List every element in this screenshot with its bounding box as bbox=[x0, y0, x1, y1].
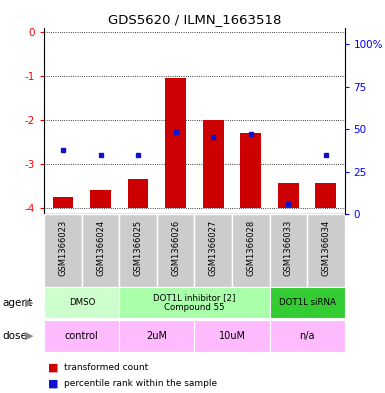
Bar bbox=[82, 214, 119, 287]
Bar bbox=[157, 214, 194, 287]
Text: DMSO: DMSO bbox=[69, 298, 95, 307]
Text: ▶: ▶ bbox=[25, 331, 34, 341]
Bar bbox=[194, 214, 232, 287]
Text: dose: dose bbox=[2, 331, 27, 341]
Text: 2uM: 2uM bbox=[146, 331, 167, 341]
Bar bbox=[232, 214, 270, 287]
Text: GSM1366026: GSM1366026 bbox=[171, 220, 180, 276]
Text: agent: agent bbox=[2, 298, 32, 308]
Text: 10uM: 10uM bbox=[218, 331, 246, 341]
Bar bbox=[270, 320, 345, 352]
Bar bbox=[128, 179, 149, 208]
Text: control: control bbox=[65, 331, 99, 341]
Bar bbox=[240, 133, 261, 208]
Title: GDS5620 / ILMN_1663518: GDS5620 / ILMN_1663518 bbox=[108, 13, 281, 26]
Bar bbox=[119, 287, 270, 318]
Text: GSM1366028: GSM1366028 bbox=[246, 220, 255, 276]
Bar bbox=[119, 320, 194, 352]
Bar bbox=[270, 287, 345, 318]
Text: DOT1L siRNA: DOT1L siRNA bbox=[279, 298, 335, 307]
Text: GSM1366024: GSM1366024 bbox=[96, 220, 105, 276]
Bar bbox=[53, 196, 74, 208]
Text: GSM1366027: GSM1366027 bbox=[209, 220, 218, 276]
Text: ■: ■ bbox=[48, 362, 59, 373]
Text: GSM1366023: GSM1366023 bbox=[59, 220, 67, 276]
Text: GSM1366034: GSM1366034 bbox=[321, 220, 330, 276]
Text: percentile rank within the sample: percentile rank within the sample bbox=[64, 379, 217, 387]
Bar bbox=[44, 214, 82, 287]
Bar bbox=[194, 320, 270, 352]
Text: GSM1366025: GSM1366025 bbox=[134, 220, 142, 276]
Bar bbox=[203, 120, 224, 208]
Text: ■: ■ bbox=[48, 378, 59, 388]
Text: GSM1366033: GSM1366033 bbox=[284, 220, 293, 276]
Bar bbox=[90, 190, 111, 208]
Bar bbox=[270, 214, 307, 287]
Bar bbox=[119, 214, 157, 287]
Text: ▶: ▶ bbox=[25, 298, 34, 308]
Bar bbox=[44, 287, 119, 318]
Text: transformed count: transformed count bbox=[64, 363, 148, 372]
Bar bbox=[165, 78, 186, 208]
Bar bbox=[278, 184, 299, 208]
Bar bbox=[315, 184, 336, 208]
Text: DOT1L inhibitor [2]
Compound 55: DOT1L inhibitor [2] Compound 55 bbox=[153, 293, 236, 312]
Bar bbox=[307, 214, 345, 287]
Bar bbox=[44, 320, 119, 352]
Text: n/a: n/a bbox=[299, 331, 315, 341]
